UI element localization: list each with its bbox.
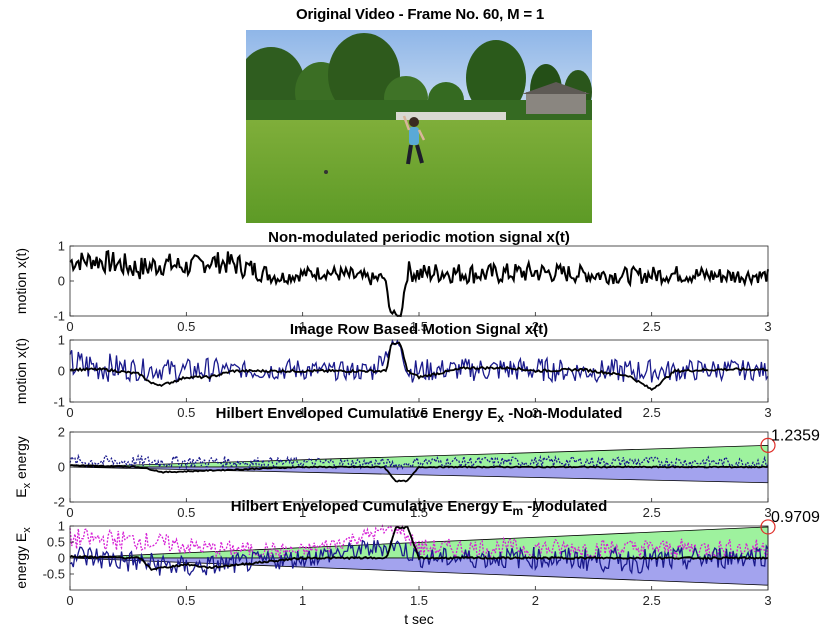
video-frame-image: [246, 30, 592, 223]
x-tick-label: 0: [66, 505, 73, 520]
x-tick-label: 0.5: [177, 593, 195, 608]
top-title: Original Video - Frame No. 60, M = 1: [295, 6, 545, 23]
chart-title: Hilbert Enveloped Cumulative Energy Ex -…: [216, 405, 623, 425]
y-tick-label: 1: [58, 239, 65, 254]
x-tick-label: 3: [764, 319, 771, 334]
y-tick-label: 0: [58, 364, 65, 379]
y-tick-label: -0.5: [43, 567, 65, 582]
x-tick-label: 1: [299, 405, 306, 420]
lower-energy-wedge: [69, 466, 769, 484]
x-tick-label: 0.5: [177, 405, 195, 420]
y-tick-label: 0: [58, 551, 65, 566]
x-tick-label: 2: [532, 405, 539, 420]
x-tick-label: 0: [66, 593, 73, 608]
y-axis-label: motion x(t): [13, 248, 29, 314]
x-tick-label: 0: [66, 319, 73, 334]
x-tick-label: 2: [532, 593, 539, 608]
y-tick-label: 0.5: [47, 535, 65, 550]
end-marker: [760, 437, 776, 453]
x-tick-label: 1.5: [410, 319, 428, 334]
x-tick-label: 0.5: [177, 505, 195, 520]
y-tick-label: 2: [58, 425, 65, 440]
series-line-1: [69, 338, 769, 384]
fence: [396, 112, 506, 120]
y-tick-label: 1: [58, 519, 65, 534]
y-axis-label: motion x(t): [13, 338, 29, 404]
x-tick-label: 2: [532, 319, 539, 334]
x-axis-label: t sec: [404, 611, 434, 627]
ball: [324, 170, 328, 174]
series-line-2: [69, 341, 769, 391]
chart-title: Image Row Based Motion Signal x(t): [290, 321, 548, 338]
x-tick-label: 0.5: [177, 319, 195, 334]
series-line-3: [69, 525, 769, 572]
series-line-1: [69, 524, 769, 560]
x-tick-label: 1.5: [410, 405, 428, 420]
house-roof: [522, 82, 590, 94]
x-tick-label: 2.5: [643, 319, 661, 334]
chart-title: Non-modulated periodic motion signal x(t…: [268, 229, 570, 246]
x-tick-label: 3: [764, 593, 771, 608]
series-line-2: [69, 464, 769, 483]
x-tick-label: 2.5: [643, 593, 661, 608]
y-tick-label: 0: [58, 274, 65, 289]
x-tick-label: 1: [299, 593, 306, 608]
person: [402, 115, 426, 165]
video-frame-scene: [246, 30, 592, 223]
x-tick-label: 1: [299, 319, 306, 334]
house: [526, 92, 586, 114]
y-tick-label: -2: [53, 495, 65, 510]
y-tick-label: -1: [53, 395, 65, 410]
x-tick-label: 1.5: [410, 505, 428, 520]
x-tick-label: 2.5: [643, 505, 661, 520]
x-tick-label: 3: [764, 405, 771, 420]
x-tick-label: 2.5: [643, 405, 661, 420]
x-tick-label: 1.5: [410, 593, 428, 608]
series-line-1: [69, 249, 769, 318]
end-value-label: 0.9709: [771, 509, 820, 526]
y-tick-label: 1: [58, 333, 65, 348]
x-tick-label: 2: [532, 505, 539, 520]
x-tick-label: 1: [299, 505, 306, 520]
end-marker: [760, 519, 776, 535]
x-tick-label: 3: [764, 505, 771, 520]
y-axis-label: energy Ex: [13, 527, 33, 589]
x-tick-label: 0: [66, 405, 73, 420]
y-tick-label: -1: [53, 309, 65, 324]
y-axis-label: Ex energy: [13, 436, 33, 498]
y-tick-label: 0: [58, 460, 65, 475]
end-value-label: 1.2359: [771, 427, 820, 444]
